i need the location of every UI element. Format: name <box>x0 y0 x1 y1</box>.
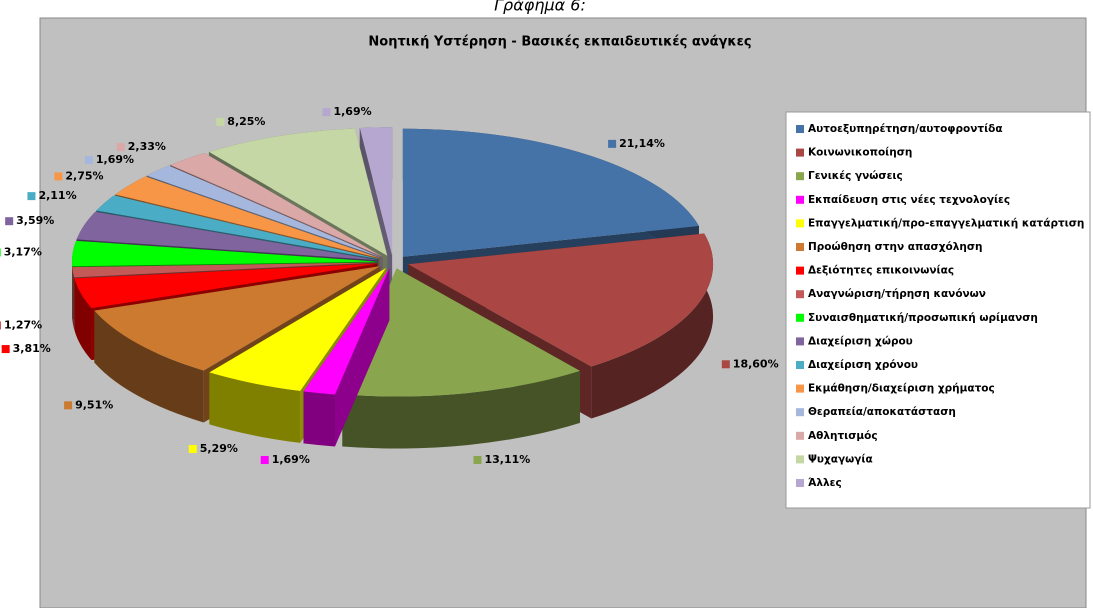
legend-key <box>796 266 804 275</box>
data-label: 8,25% <box>227 115 265 128</box>
slice <box>72 262 378 278</box>
legend-label: Γενικές γνώσεις <box>808 170 903 182</box>
slice <box>209 268 387 391</box>
legend-label: Δεξιότητες επικοινωνίας <box>808 265 954 277</box>
slice <box>96 195 379 260</box>
label-key <box>216 117 225 126</box>
slice-wall <box>342 370 580 449</box>
slice-wall <box>209 372 301 443</box>
legend-key <box>796 384 804 393</box>
slice-wall <box>94 310 204 423</box>
label-key <box>322 108 331 117</box>
data-label: 2,33% <box>128 140 166 153</box>
legend-key <box>796 125 804 133</box>
data-label: 1,69% <box>96 153 134 166</box>
slice <box>115 176 380 259</box>
label-key <box>188 444 197 453</box>
slice <box>359 127 393 256</box>
legend-key <box>796 455 804 464</box>
data-label: 21,14% <box>619 137 665 150</box>
label-key <box>27 192 36 201</box>
legend-key <box>796 148 804 157</box>
legend-label: Αθλητισμός <box>808 430 878 442</box>
label-key <box>0 248 1 257</box>
label-key <box>260 455 269 464</box>
legend-label: Διαχείριση χρόνου <box>808 359 918 371</box>
label-key <box>5 217 14 226</box>
data-label: 3,81% <box>13 342 51 355</box>
chart-title: Νοητική Υστέρηση - Βασικές εκπαιδευτικές… <box>368 35 751 50</box>
label-key <box>84 156 93 165</box>
legend-label: Θεραπεία/αποκατάσταση <box>808 406 956 418</box>
legend-label: Αναγνώριση/τήρηση κανόνων <box>808 288 986 300</box>
slice <box>342 268 580 397</box>
legend-key <box>796 431 804 440</box>
legend-key <box>796 337 804 346</box>
slice-group <box>303 268 390 447</box>
slice <box>146 165 382 258</box>
slice <box>303 268 390 395</box>
label-key <box>721 360 730 369</box>
data-label: 5,29% <box>200 442 238 455</box>
legend-key <box>796 219 804 228</box>
slice-wall <box>74 278 92 361</box>
slice-wall <box>591 233 714 419</box>
legend-box <box>785 111 1091 509</box>
data-label: 18,60% <box>733 357 779 370</box>
legend-key <box>796 243 804 251</box>
legend-key <box>796 195 804 204</box>
data-label: 1,69% <box>333 105 371 118</box>
legend-key <box>796 361 804 369</box>
legend-key <box>796 290 804 299</box>
slice-wall <box>303 391 335 447</box>
data-label: 3,17% <box>4 246 42 259</box>
legend-label: Ψυχαγωγία <box>808 453 873 465</box>
legend-label: Κοινωνικοποίηση <box>808 147 912 159</box>
slice <box>408 233 714 367</box>
slice <box>208 128 388 256</box>
label-key <box>473 455 482 464</box>
legend-key <box>796 408 804 417</box>
data-label: 9,51% <box>75 398 113 411</box>
label-key <box>0 321 2 330</box>
legend-label: Επαγγελματική/προ-επαγγελματική κατάρτισ… <box>808 217 1084 229</box>
data-label: 2,75% <box>65 169 103 182</box>
slice-wall <box>72 267 75 330</box>
slice <box>76 211 378 261</box>
legend-label: Διαχείριση χώρου <box>808 335 913 347</box>
data-label: 2,11% <box>38 189 76 202</box>
legend-label: Συναισθηματική/προσωπική ωρίμανση <box>808 312 1038 324</box>
data-label: 13,11% <box>485 453 531 466</box>
legend-label: Εκπαίδευση στις νέες τεχνολογίες <box>808 194 1010 206</box>
label-key <box>54 172 63 181</box>
slice <box>170 153 383 257</box>
label-key <box>64 401 73 410</box>
legend-label: Άλλες <box>808 477 842 489</box>
slice <box>94 266 381 371</box>
legend-key <box>796 479 804 487</box>
label-key <box>116 143 125 152</box>
legend-key <box>796 313 804 322</box>
slice <box>402 128 699 257</box>
slice <box>72 240 378 267</box>
legend-label: Εκμάθηση/διαχείριση χρήματος <box>808 383 995 395</box>
legend-label: Αυτοεξυπηρέτηση/αυτοφροντίδα <box>808 123 1003 135</box>
data-label: 1,69% <box>272 453 310 466</box>
legend-key <box>796 172 804 181</box>
label-key <box>1 345 10 354</box>
label-key <box>608 139 617 148</box>
legend-label: Προώθηση στην απασχόληση <box>808 241 982 253</box>
data-label: 1,27% <box>4 318 42 331</box>
data-label: 3,59% <box>16 214 54 227</box>
slice <box>74 263 378 309</box>
pie <box>72 127 714 449</box>
caption: Γράφημα 6: <box>494 0 586 15</box>
